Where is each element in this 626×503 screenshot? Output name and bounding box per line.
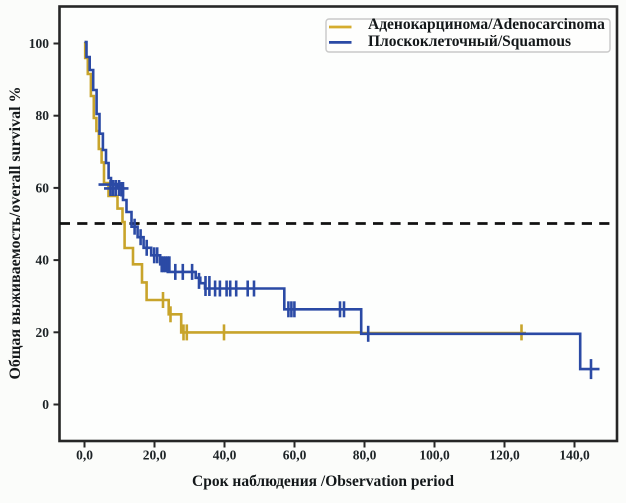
svg-text:40: 40 — [36, 253, 50, 268]
svg-text:40,0: 40,0 — [213, 448, 237, 463]
svg-text:60,0: 60,0 — [283, 448, 307, 463]
svg-text:Общая выживаемость/overall sur: Общая выживаемость/overall survival % — [7, 86, 24, 379]
svg-text:140,0: 140,0 — [559, 448, 590, 463]
svg-text:60: 60 — [36, 180, 50, 195]
svg-text:0,0: 0,0 — [76, 448, 93, 463]
svg-text:Аденокарцинома/Adenocarcinoma: Аденокарцинома/Adenocarcinoma — [368, 16, 605, 33]
svg-text:20: 20 — [36, 325, 50, 340]
svg-text:20,0: 20,0 — [143, 448, 167, 463]
svg-text:80,0: 80,0 — [353, 448, 377, 463]
svg-text:120,0: 120,0 — [489, 448, 520, 463]
svg-text:0: 0 — [42, 397, 49, 412]
svg-text:Плоскоклеточный/Squamous: Плоскоклеточный/Squamous — [368, 33, 571, 50]
svg-text:100,0: 100,0 — [419, 448, 450, 463]
svg-text:Срок наблюдения /Observation p: Срок наблюдения /Observation period — [192, 473, 454, 490]
svg-text:100: 100 — [29, 36, 50, 51]
svg-text:80: 80 — [36, 108, 50, 123]
